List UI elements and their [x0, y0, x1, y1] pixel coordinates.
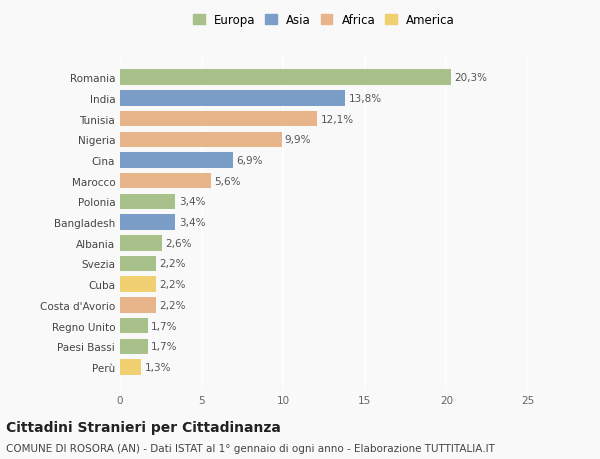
- Bar: [120, 70, 451, 86]
- Text: 3,4%: 3,4%: [179, 218, 205, 228]
- Text: Cittadini Stranieri per Cittadinanza: Cittadini Stranieri per Cittadinanza: [6, 420, 281, 434]
- Bar: [120, 277, 156, 292]
- Bar: [120, 339, 148, 354]
- Bar: [120, 194, 175, 210]
- Bar: [120, 132, 281, 148]
- Bar: [120, 297, 156, 313]
- Text: 13,8%: 13,8%: [349, 94, 382, 104]
- Text: 3,4%: 3,4%: [179, 197, 205, 207]
- Bar: [120, 256, 156, 272]
- Text: 1,7%: 1,7%: [151, 321, 178, 331]
- Bar: [120, 215, 175, 230]
- Text: 9,9%: 9,9%: [285, 135, 311, 145]
- Text: 1,7%: 1,7%: [151, 341, 178, 352]
- Text: 1,3%: 1,3%: [145, 362, 171, 372]
- Text: 5,6%: 5,6%: [215, 176, 241, 186]
- Text: 20,3%: 20,3%: [455, 73, 488, 83]
- Bar: [120, 359, 141, 375]
- Bar: [120, 91, 345, 106]
- Text: 2,6%: 2,6%: [166, 238, 192, 248]
- Bar: [120, 112, 317, 127]
- Text: 6,9%: 6,9%: [236, 156, 262, 166]
- Text: 12,1%: 12,1%: [321, 114, 354, 124]
- Text: 2,2%: 2,2%: [159, 280, 185, 290]
- Bar: [120, 235, 163, 251]
- Legend: Europa, Asia, Africa, America: Europa, Asia, Africa, America: [190, 11, 458, 31]
- Bar: [120, 174, 211, 189]
- Text: COMUNE DI ROSORA (AN) - Dati ISTAT al 1° gennaio di ogni anno - Elaborazione TUT: COMUNE DI ROSORA (AN) - Dati ISTAT al 1°…: [6, 443, 495, 453]
- Text: 2,2%: 2,2%: [159, 300, 185, 310]
- Text: 2,2%: 2,2%: [159, 259, 185, 269]
- Bar: [120, 153, 233, 168]
- Bar: [120, 318, 148, 334]
